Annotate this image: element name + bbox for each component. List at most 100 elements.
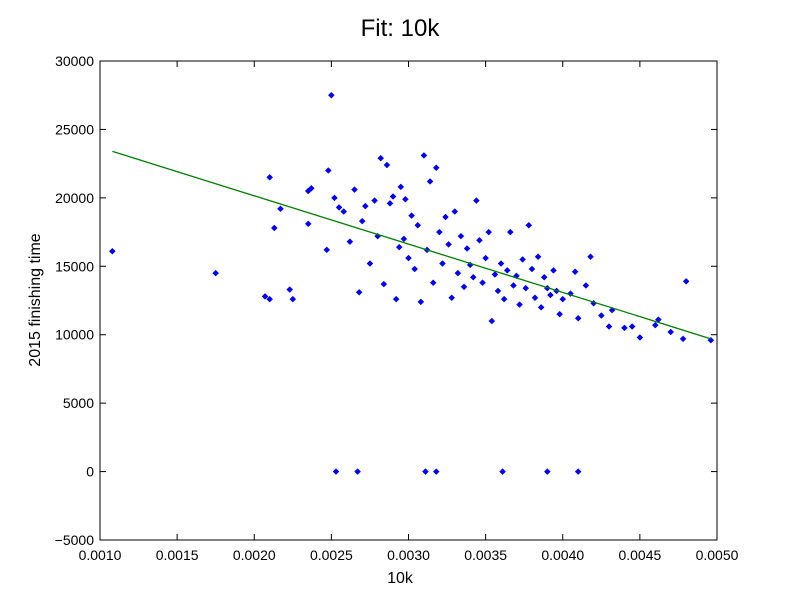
x-tick-label: 0.0015 — [156, 547, 199, 563]
data-point — [559, 295, 567, 303]
data-point — [414, 221, 422, 229]
data-point — [261, 293, 269, 300]
data-point — [266, 295, 274, 303]
data-point — [289, 295, 297, 303]
data-point — [277, 205, 284, 213]
x-tick-label: 0.0020 — [233, 547, 276, 563]
data-point — [332, 468, 340, 475]
data-point — [574, 468, 582, 475]
data-point — [417, 298, 425, 306]
data-point — [108, 247, 116, 255]
y-axis-label: 2015 finishing time — [27, 233, 44, 367]
data-point — [442, 213, 449, 221]
data-point — [448, 294, 456, 302]
data-point — [582, 282, 590, 289]
y-tick-label: −5000 — [55, 532, 95, 548]
data-point — [497, 260, 505, 267]
data-point — [550, 267, 557, 274]
data-point — [491, 271, 499, 278]
data-point — [510, 282, 517, 289]
data-point — [587, 253, 594, 261]
data-point — [358, 217, 366, 225]
data-point — [389, 193, 397, 200]
data-point — [355, 288, 363, 296]
data-point — [397, 183, 405, 191]
data-point — [402, 195, 409, 203]
data-point — [503, 267, 511, 274]
data-point — [469, 273, 477, 281]
data-point — [354, 468, 361, 475]
data-point — [605, 323, 613, 330]
data-point — [366, 260, 374, 267]
data-point — [371, 197, 378, 204]
data-point — [667, 328, 675, 336]
data-point — [422, 468, 429, 475]
data-point — [328, 91, 335, 99]
data-point — [506, 228, 514, 236]
data-point — [432, 164, 440, 172]
data-point — [457, 232, 465, 240]
data-point — [494, 287, 502, 295]
data-point — [574, 314, 582, 322]
x-tick-label: 0.0030 — [387, 547, 430, 563]
data-point — [420, 152, 428, 159]
data-point — [628, 323, 636, 330]
data-point — [537, 303, 545, 311]
data-point — [307, 184, 315, 192]
chart-title: Fit: 10k — [361, 15, 441, 42]
y-tick-label: 15000 — [55, 258, 94, 274]
data-point — [377, 154, 385, 162]
data-point — [445, 241, 452, 248]
data-point — [531, 294, 539, 302]
fit-line — [112, 150, 712, 340]
data-point — [488, 317, 496, 325]
data-point — [395, 243, 403, 251]
fit-line-group — [112, 150, 712, 340]
data-point — [270, 224, 278, 232]
x-tick-label: 0.0040 — [541, 547, 584, 563]
data-point — [432, 468, 440, 475]
data-point — [439, 260, 446, 267]
data-point — [482, 254, 489, 262]
x-tick-label: 0.0045 — [618, 547, 661, 563]
data-point — [361, 202, 369, 210]
data-point — [454, 269, 462, 277]
data-point — [346, 238, 354, 246]
data-point — [525, 221, 533, 229]
data-point — [621, 324, 628, 332]
data-point — [543, 468, 551, 475]
data-point — [479, 279, 486, 287]
data-point — [571, 268, 579, 276]
x-tick-label: 0.0050 — [696, 547, 739, 563]
data-point — [405, 254, 412, 262]
data-point — [323, 246, 331, 254]
y-tick-label: 30000 — [55, 53, 94, 69]
data-point — [556, 310, 564, 318]
data-point — [335, 204, 343, 211]
data-point — [679, 335, 687, 343]
data-point — [485, 228, 493, 236]
data-point — [331, 194, 338, 202]
data-point — [636, 334, 644, 341]
y-tick-label: 5000 — [63, 395, 94, 411]
data-point — [324, 167, 332, 174]
data-point — [392, 295, 400, 303]
data-point — [304, 220, 312, 228]
x-tick-label: 0.0035 — [464, 547, 507, 563]
data-point — [408, 212, 415, 220]
data-point — [435, 228, 443, 236]
data-point — [499, 468, 506, 475]
data-point — [534, 253, 542, 261]
data-point — [463, 245, 471, 252]
data-point — [340, 208, 348, 215]
data-point — [400, 235, 408, 243]
y-tick-label: 10000 — [55, 327, 94, 343]
data-point — [451, 208, 459, 215]
data-point — [540, 273, 548, 281]
data-point — [651, 321, 659, 329]
data-point — [212, 269, 220, 277]
data-point — [429, 279, 437, 287]
x-tick-label: 0.0025 — [310, 547, 353, 563]
x-axis-label: 10k — [387, 570, 414, 587]
